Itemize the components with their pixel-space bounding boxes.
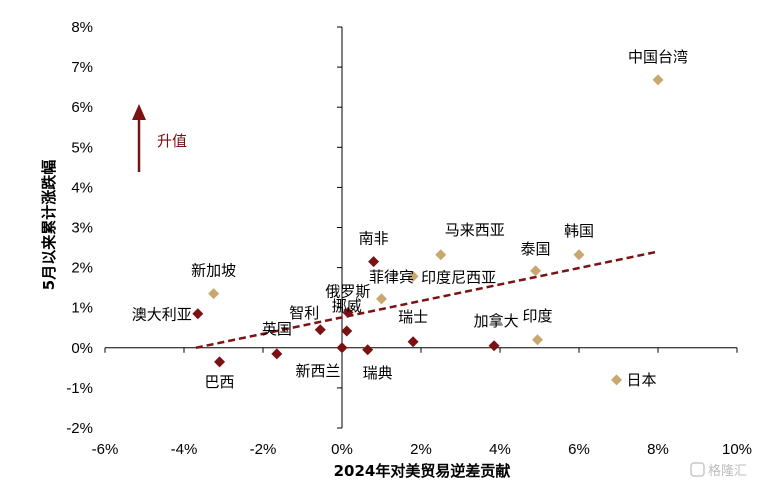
data-point-marker: [407, 336, 419, 348]
y-tick-label: 0%: [71, 340, 93, 357]
data-point-marker: [192, 308, 204, 320]
data-point-marker: [573, 249, 585, 261]
y-tick-label: -1%: [66, 380, 93, 397]
x-axis-title: 2024年对美贸易逆差贡献: [334, 462, 511, 480]
x-tick-label: 4%: [489, 441, 511, 458]
data-point-marker: [208, 288, 220, 300]
y-tick-label: -2%: [66, 420, 93, 437]
appreciation-annotation: 升值: [132, 104, 187, 172]
y-tick-label: 2%: [71, 260, 93, 277]
data-point-marker: [271, 348, 283, 360]
trendline-dashed: [195, 250, 659, 350]
annotation-label: 升值: [157, 132, 187, 150]
data-point-marker: [314, 324, 326, 336]
data-point-marker: [341, 325, 353, 337]
trendline: [195, 250, 659, 350]
y-tick-label: 8%: [71, 19, 93, 36]
data-point-label: 澳大利亚: [132, 306, 192, 324]
data-point-marker: [214, 356, 226, 368]
watermark-logo: 格隆汇: [690, 462, 747, 479]
data-point-label: 韩国: [564, 222, 594, 240]
data-point-label: 印度: [523, 307, 553, 325]
watermark-text: 格隆汇: [708, 463, 747, 479]
x-tick-label: -2%: [250, 441, 277, 458]
x-tick-label: 10%: [722, 441, 752, 458]
data-point-label: 马来西亚: [445, 221, 505, 239]
data-point-marker: [368, 256, 380, 268]
data-point-label: 加拿大: [474, 312, 519, 330]
data-point-marker: [530, 265, 542, 277]
x-tick-label: 0%: [331, 441, 353, 458]
data-point-marker: [435, 249, 447, 261]
data-point-label: 俄罗斯: [325, 283, 370, 301]
y-tick-label: 7%: [71, 59, 93, 76]
data-point-marker: [407, 270, 419, 282]
y-axis-title: 5月以来累计涨跌幅: [40, 160, 58, 290]
data-point-marker: [376, 293, 387, 305]
y-tick-label: 5%: [71, 139, 93, 156]
data-point-marker: [362, 344, 374, 356]
data-point-marker: [652, 74, 664, 86]
x-tick-label: 8%: [647, 441, 669, 458]
data-point-label: 智利: [289, 304, 319, 322]
points: [192, 74, 664, 386]
y-tick-label: 6%: [71, 99, 93, 116]
data-point-label: 印度尼西亚: [421, 268, 496, 286]
y-tick-label: 4%: [71, 179, 93, 196]
up-arrow-icon: [132, 104, 146, 120]
watermark-icon: [690, 462, 705, 477]
x-tick-label: -6%: [92, 441, 119, 458]
data-point-label: 中国台湾: [628, 48, 688, 66]
axes: -6% -4% -2% 0% 2% 4% 6% 8% 10% -2% -1% 0% 1% 2% 3% 4% 5%…: [66, 19, 752, 458]
data-point-label: 菲律宾: [369, 268, 414, 286]
data-point-label: 瑞士: [398, 308, 428, 326]
data-point-marker: [342, 307, 354, 319]
x-tick-label: 6%: [568, 441, 590, 458]
data-point-label: 瑞典: [363, 364, 393, 382]
data-point-label: 南非: [359, 230, 389, 248]
data-point-label: 挪威: [332, 297, 362, 315]
y-tick-label: 1%: [71, 300, 93, 317]
data-point-label: 巴西: [205, 373, 235, 391]
x-tick-label: -4%: [171, 441, 198, 458]
data-point-label: 日本: [627, 371, 657, 389]
y-tick-label: 3%: [71, 220, 93, 237]
x-tick-label: 2%: [410, 441, 432, 458]
data-point-label: 泰国: [521, 240, 551, 258]
data-point-label: 新加坡: [191, 262, 236, 280]
data-point-marker: [488, 340, 500, 352]
data-point-marker: [532, 334, 544, 346]
data-point-marker: [611, 374, 623, 386]
data-point-label: 新西兰: [295, 362, 340, 380]
data-point-marker: [336, 342, 348, 354]
data-point-label: 英国: [262, 320, 292, 338]
